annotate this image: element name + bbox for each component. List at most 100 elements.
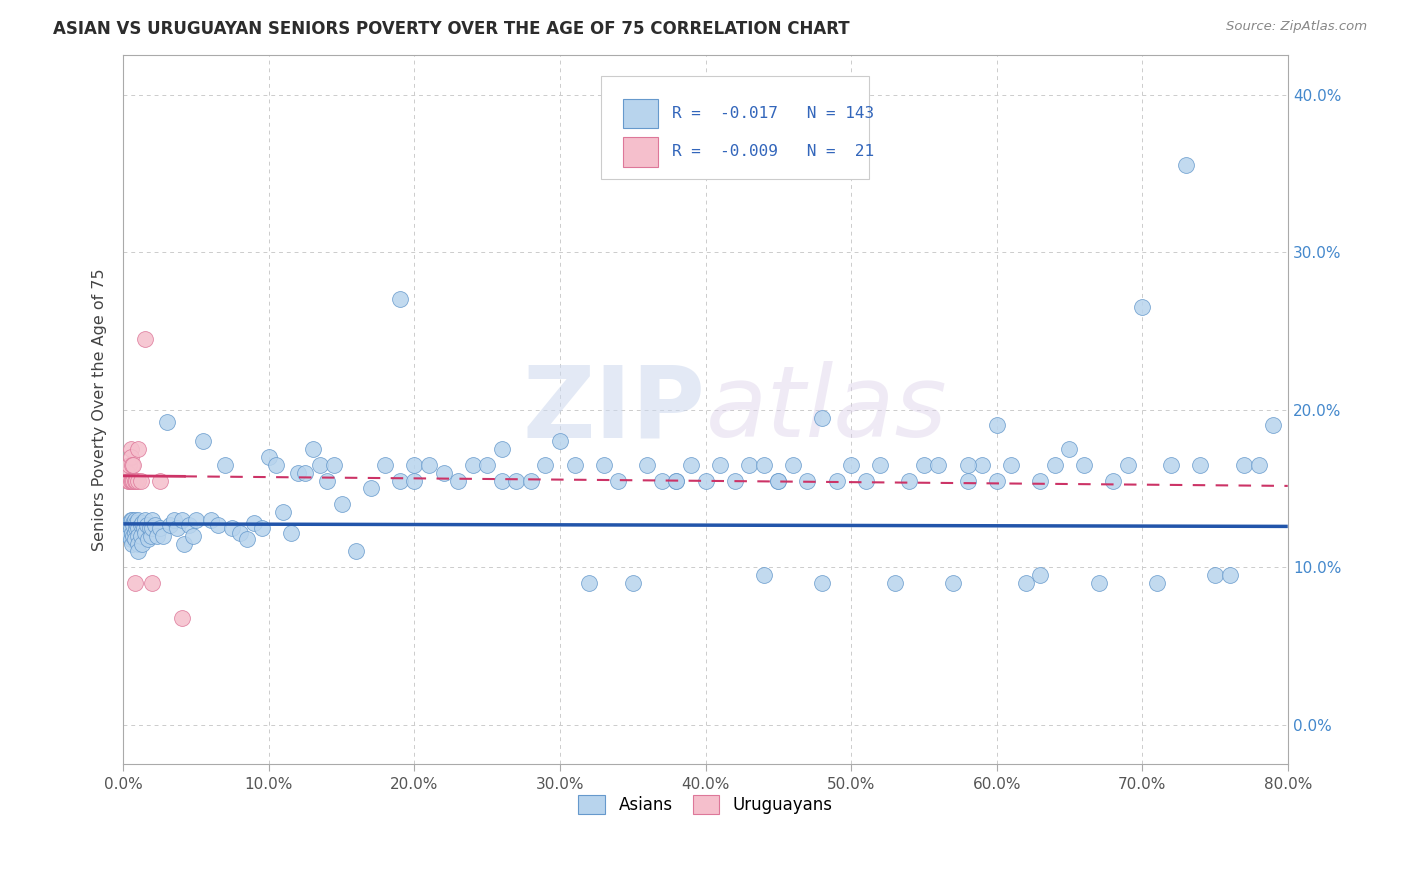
Point xyxy=(308,458,330,472)
Point xyxy=(117,525,139,540)
Point xyxy=(122,529,145,543)
Point xyxy=(122,458,145,472)
Point xyxy=(1204,568,1226,582)
Point xyxy=(118,458,141,472)
Point xyxy=(124,513,146,527)
Point xyxy=(221,521,243,535)
Point xyxy=(236,532,259,546)
Point xyxy=(200,513,222,527)
Point xyxy=(323,458,346,472)
Point xyxy=(121,458,143,472)
Point xyxy=(127,513,149,527)
Point xyxy=(146,529,169,543)
Point xyxy=(127,544,149,558)
Point xyxy=(374,458,396,472)
Point xyxy=(120,450,142,464)
Point xyxy=(250,521,273,535)
Point xyxy=(264,458,287,472)
Point xyxy=(316,474,339,488)
FancyBboxPatch shape xyxy=(623,136,658,167)
Point xyxy=(811,576,834,591)
Point xyxy=(1102,474,1125,488)
Legend: Asians, Uruguayans: Asians, Uruguayans xyxy=(572,789,839,821)
Point xyxy=(257,450,280,464)
Point xyxy=(129,517,152,532)
Point xyxy=(135,517,157,532)
Point xyxy=(855,474,877,488)
Point xyxy=(1116,458,1139,472)
Point xyxy=(986,474,1008,488)
Point xyxy=(592,458,614,472)
Point xyxy=(388,293,411,307)
Point xyxy=(1174,158,1197,172)
Point xyxy=(138,521,160,535)
Point xyxy=(912,458,935,472)
Point xyxy=(124,576,146,591)
Point xyxy=(679,458,702,472)
Text: ZIP: ZIP xyxy=(523,361,706,458)
FancyBboxPatch shape xyxy=(623,99,658,128)
Point xyxy=(184,513,207,527)
Point xyxy=(607,474,630,488)
Point xyxy=(505,474,527,488)
Point xyxy=(120,513,142,527)
Point xyxy=(120,442,142,456)
Point xyxy=(811,410,834,425)
Point xyxy=(388,474,411,488)
Point xyxy=(280,525,302,540)
Point xyxy=(1073,458,1095,472)
Point xyxy=(127,521,149,535)
Text: ASIAN VS URUGUAYAN SENIORS POVERTY OVER THE AGE OF 75 CORRELATION CHART: ASIAN VS URUGUAYAN SENIORS POVERTY OVER … xyxy=(53,20,851,37)
Point xyxy=(121,513,143,527)
Point xyxy=(1160,458,1182,472)
Point xyxy=(1059,442,1081,456)
Point xyxy=(149,474,172,488)
Point xyxy=(360,482,382,496)
Point xyxy=(120,521,142,535)
Point xyxy=(723,474,745,488)
Point xyxy=(118,516,141,530)
Point xyxy=(152,529,174,543)
Point xyxy=(132,521,155,535)
Point xyxy=(129,474,152,488)
Y-axis label: Seniors Poverty Over the Age of 75: Seniors Poverty Over the Age of 75 xyxy=(93,268,107,551)
Point xyxy=(491,442,513,456)
Point xyxy=(125,521,148,535)
Point xyxy=(548,434,571,449)
Point xyxy=(243,516,266,530)
Point xyxy=(118,474,141,488)
Point xyxy=(1247,458,1270,472)
Point xyxy=(134,525,156,540)
Text: R =  -0.009   N =  21: R = -0.009 N = 21 xyxy=(672,145,875,160)
Point xyxy=(117,466,139,480)
Point xyxy=(115,521,138,535)
Point xyxy=(173,536,195,550)
Point xyxy=(181,529,204,543)
Point xyxy=(825,474,848,488)
Point xyxy=(134,513,156,527)
Point xyxy=(122,474,145,488)
Point xyxy=(127,474,149,488)
Point xyxy=(1043,458,1066,472)
Point xyxy=(121,536,143,550)
Point xyxy=(461,458,484,472)
Point xyxy=(139,529,162,543)
Point xyxy=(578,576,600,591)
Point xyxy=(738,458,761,472)
Point xyxy=(124,474,146,488)
Point xyxy=(1130,300,1153,314)
Point xyxy=(752,458,775,472)
Point xyxy=(477,458,499,472)
Point xyxy=(127,442,149,456)
Point xyxy=(166,521,188,535)
Point xyxy=(127,536,149,550)
Point xyxy=(782,458,804,472)
Point xyxy=(404,458,426,472)
Point xyxy=(796,474,818,488)
Point xyxy=(214,458,236,472)
Point xyxy=(621,576,644,591)
Point xyxy=(491,474,513,488)
Point xyxy=(1189,458,1212,472)
Point xyxy=(898,474,921,488)
Point xyxy=(418,458,440,472)
